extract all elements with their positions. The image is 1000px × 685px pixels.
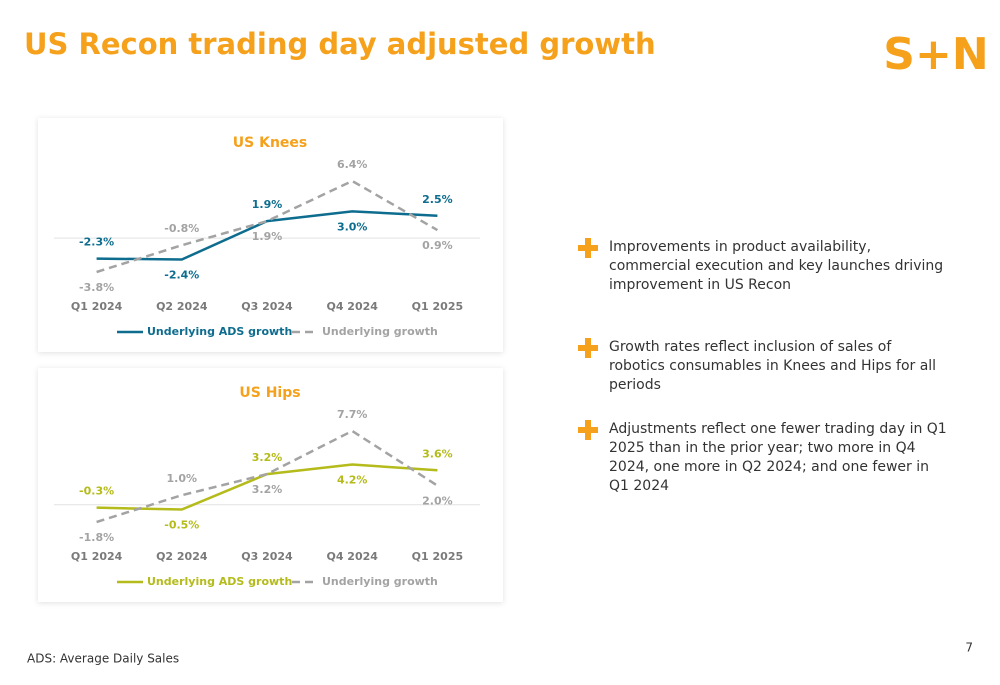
x-tick-label: Q3 2024	[241, 300, 293, 313]
x-tick-label: Q1 2024	[71, 550, 123, 563]
data-label: -0.5%	[164, 519, 199, 532]
chart-panel	[38, 118, 503, 352]
bullet: Growth rates reflect inclusion of sales …	[609, 339, 937, 393]
x-tick-label: Q2 2024	[156, 550, 208, 563]
data-label: 1.9%	[252, 230, 283, 243]
legend-label: Underlying ADS growth	[147, 575, 292, 588]
bullet: Adjustments reflect one fewer trading da…	[609, 421, 947, 494]
data-label: -3.8%	[79, 281, 114, 294]
series-line	[96, 429, 439, 524]
page-number: 7	[965, 641, 973, 655]
x-tick-label: Q1 2025	[412, 300, 463, 313]
bullet-icon	[578, 238, 598, 258]
x-tick-label: Q2 2024	[156, 300, 208, 313]
bullet: Improvements in product availability, co…	[609, 239, 944, 293]
data-label: 1.0%	[167, 472, 198, 485]
logo: S+N	[883, 29, 988, 80]
data-label: -0.3%	[79, 485, 114, 498]
data-label: 2.0%	[422, 495, 453, 508]
x-tick-label: Q4 2024	[326, 550, 378, 563]
data-label: 3.2%	[252, 483, 283, 496]
legend-label: Underlying growth	[322, 575, 438, 588]
series-line	[96, 210, 438, 261]
data-label: 3.6%	[422, 447, 453, 460]
legend-label: Underlying ADS growth	[147, 325, 292, 338]
data-label: 4.2%	[337, 474, 368, 487]
data-label: -0.8%	[164, 222, 199, 235]
chart-title: US Hips	[239, 385, 300, 401]
legend-label: Underlying growth	[322, 325, 438, 338]
data-label: -1.8%	[79, 531, 114, 544]
x-tick-label: Q1 2025	[412, 550, 463, 563]
chart-panel	[38, 368, 503, 602]
data-label: 3.2%	[252, 451, 283, 464]
data-label: 2.5%	[422, 193, 453, 206]
x-tick-label: Q4 2024	[326, 300, 378, 313]
data-label: 7.7%	[337, 408, 368, 421]
data-label: -2.3%	[79, 236, 114, 249]
footnote: ADS: Average Daily Sales	[27, 652, 179, 666]
slide-title: US Recon trading day adjusted growth	[24, 27, 656, 61]
data-label: 3.0%	[337, 220, 368, 233]
x-tick-label: Q3 2024	[241, 550, 293, 563]
data-label: 6.4%	[337, 158, 368, 171]
x-tick-label: Q1 2024	[71, 300, 123, 313]
chart-title: US Knees	[233, 135, 307, 151]
series-line	[96, 179, 439, 274]
data-label: -2.4%	[164, 269, 199, 282]
bullet-icon	[578, 420, 598, 440]
data-label: 1.9%	[252, 198, 283, 211]
data-label: 0.9%	[422, 239, 453, 252]
series-line	[96, 463, 438, 511]
bullet-icon	[578, 338, 598, 358]
